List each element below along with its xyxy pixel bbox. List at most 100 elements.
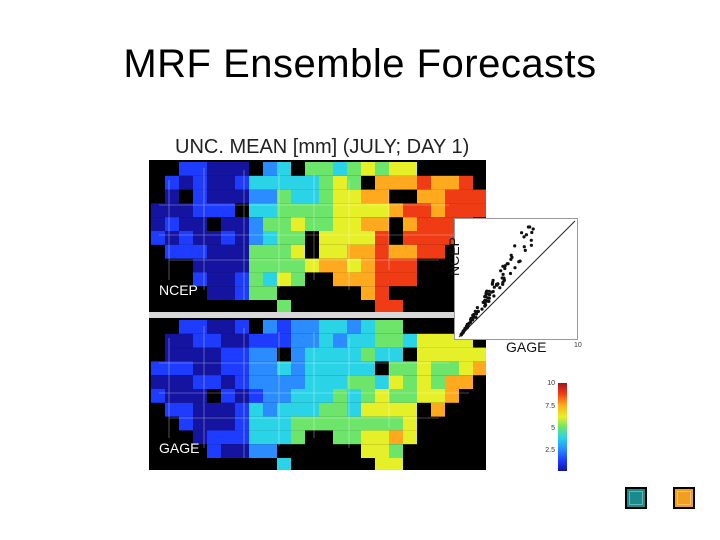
map-cell	[347, 402, 361, 417]
slide-title: MRF Ensemble Forecasts	[123, 42, 597, 86]
map-cell	[333, 272, 347, 287]
map-cell	[277, 217, 291, 231]
map-cell	[277, 361, 291, 376]
map-cell	[389, 402, 403, 417]
map-cell	[151, 389, 165, 403]
map-cell	[473, 361, 486, 376]
map-cell	[375, 217, 389, 231]
map-cell	[347, 430, 361, 445]
map-cell	[389, 258, 403, 273]
map-cell	[291, 389, 305, 403]
map-cell	[403, 231, 417, 245]
colorbar-tick-7-5: 7.5	[545, 403, 555, 410]
map-cell	[347, 175, 361, 190]
scatter-point	[485, 289, 489, 293]
map-cell	[473, 347, 486, 362]
map-cell	[375, 333, 389, 348]
map-cell	[263, 175, 277, 190]
map-cell	[193, 162, 207, 176]
scatter-point	[499, 269, 503, 273]
map-cell	[361, 402, 375, 417]
scatter-point	[498, 286, 502, 290]
map-cell	[403, 258, 417, 273]
map-cell	[375, 430, 389, 445]
map-cell	[193, 416, 207, 431]
scatter-point	[523, 248, 527, 252]
map-cell	[291, 231, 305, 245]
map-cell	[165, 189, 179, 204]
map-cell	[319, 361, 333, 376]
map-cell	[333, 389, 347, 403]
map-cell	[431, 361, 445, 376]
map-cell	[263, 189, 277, 204]
map-cell	[179, 244, 193, 259]
gage-map-panel: GAGE	[149, 318, 486, 470]
map-cell	[263, 375, 277, 389]
map-cell	[277, 203, 291, 218]
state-borders	[159, 168, 469, 300]
map-cell	[347, 244, 361, 259]
map-cell	[361, 231, 375, 245]
map-cell	[207, 258, 221, 273]
scatter-point	[491, 278, 495, 282]
ncep-map-panel: NCEP	[149, 160, 486, 312]
map-cell	[263, 347, 277, 362]
map-cell	[249, 375, 263, 389]
scatter-point	[483, 300, 487, 304]
map-cell	[361, 375, 375, 389]
map-cell	[403, 361, 417, 376]
map-cell	[417, 189, 431, 204]
map-cell	[459, 375, 473, 389]
scatter-x-max-tick: 10	[574, 342, 582, 349]
scatter-point	[524, 233, 528, 237]
scatter-point	[490, 290, 494, 294]
map-cell	[375, 320, 389, 334]
map-cell	[235, 333, 249, 348]
map-cell	[193, 203, 207, 218]
map-cell	[221, 217, 235, 231]
map-divider	[149, 312, 486, 318]
map-cell	[417, 231, 431, 245]
map-cell	[459, 361, 473, 376]
previous-slide-button[interactable]	[625, 487, 647, 509]
map-cell	[193, 389, 207, 403]
map-cell	[263, 416, 277, 431]
map-cell	[347, 258, 361, 273]
scatter-y-axis-label: NCEP	[446, 237, 462, 276]
map-cell	[333, 361, 347, 376]
map-cell	[249, 231, 263, 245]
map-cell	[375, 416, 389, 431]
next-slide-button[interactable]	[673, 487, 695, 509]
map-cell	[291, 203, 305, 218]
map-cell	[221, 231, 235, 245]
map-cell	[347, 333, 361, 348]
scatter-point	[463, 327, 467, 331]
map-cell	[431, 389, 445, 403]
scatter-point	[517, 260, 521, 264]
map-cell	[305, 361, 319, 376]
map-cell	[459, 203, 473, 218]
map-cell	[193, 347, 207, 362]
map-cell	[333, 217, 347, 231]
map-cell	[179, 402, 193, 417]
map-cell	[193, 361, 207, 376]
map-cell	[305, 416, 319, 431]
map-cell	[361, 244, 375, 259]
map-cell	[207, 272, 221, 287]
colorbar	[558, 383, 567, 471]
map-cell	[403, 217, 417, 231]
map-cell	[235, 375, 249, 389]
map-cell	[249, 203, 263, 218]
map-cell	[221, 175, 235, 190]
map-cell	[417, 244, 431, 259]
map-cell	[165, 217, 179, 231]
scatter-point	[508, 271, 513, 276]
map-cell	[235, 272, 249, 287]
map-cell	[375, 286, 389, 300]
map-cell	[333, 347, 347, 362]
scatter-point	[483, 304, 487, 308]
map-cell	[333, 375, 347, 389]
map-cell	[403, 430, 417, 445]
map-cell	[319, 389, 333, 403]
map-cell	[389, 444, 403, 458]
